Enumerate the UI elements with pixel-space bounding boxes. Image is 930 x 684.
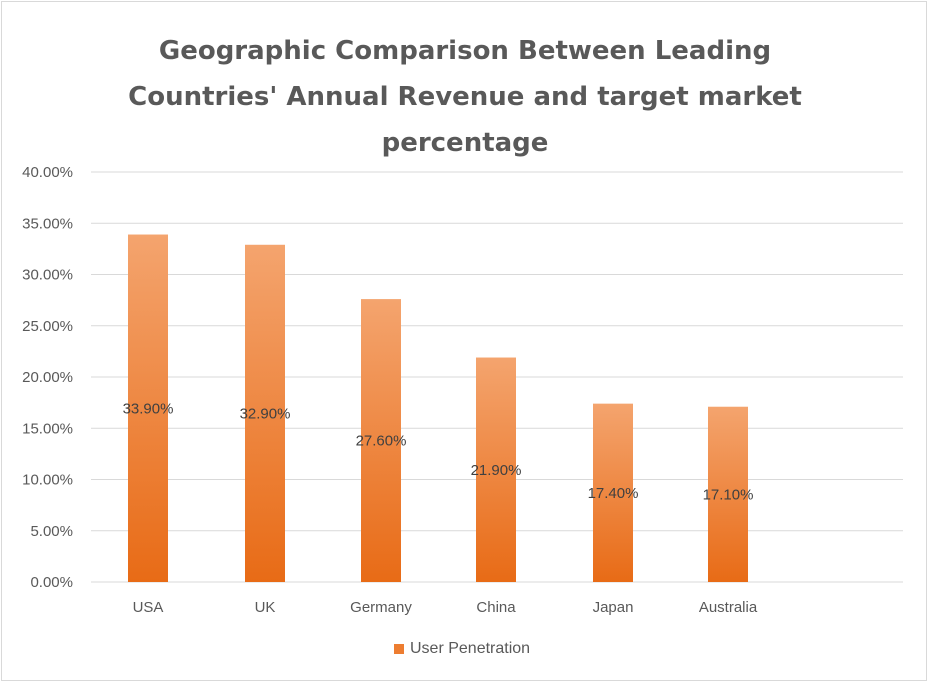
legend: User Penetration: [394, 640, 530, 658]
data-label: 27.60%: [356, 433, 407, 450]
y-tick-label: 30.00%: [22, 267, 73, 284]
data-label: 17.40%: [588, 485, 639, 502]
y-tick-label: 15.00%: [22, 420, 73, 437]
x-category-label: USA: [133, 599, 164, 616]
legend-label: User Penetration: [410, 640, 531, 657]
chart-title-line-1: Geographic Comparison Between Leading: [158, 36, 772, 66]
x-category-label: Germany: [350, 599, 412, 616]
y-tick-label: 20.00%: [22, 369, 73, 386]
x-category-label: Australia: [699, 599, 758, 616]
x-category-label: UK: [255, 599, 276, 616]
data-label: 33.90%: [123, 400, 174, 417]
data-label: 32.90%: [240, 405, 291, 422]
y-tick-label: 0.00%: [30, 574, 73, 591]
y-tick-label: 10.00%: [22, 472, 73, 489]
bar-japan: [593, 403, 633, 582]
x-category-label: China: [476, 599, 516, 616]
chart-title-line-3: percentage: [381, 128, 549, 158]
data-label: 21.90%: [471, 462, 522, 479]
y-tick-label: 35.00%: [22, 215, 73, 232]
y-tick-label: 25.00%: [22, 318, 73, 335]
data-labels: 33.90% 32.90% 27.60% 21.90% 17.40% 17.10%: [123, 400, 754, 503]
y-tick-label: 5.00%: [30, 523, 73, 540]
bars: [128, 234, 748, 582]
data-label: 17.10%: [703, 486, 754, 503]
y-tick-label: 40.00%: [22, 164, 73, 181]
x-category-label: Japan: [593, 599, 634, 616]
bar-uk: [245, 244, 285, 582]
bar-australia: [708, 406, 748, 582]
y-axis-tick-labels: 0.00% 5.00% 10.00% 15.00% 20.00% 25.00% 30.00%…: [22, 164, 73, 591]
chart-title-line-2: Countries' Annual Revenue and target mar…: [128, 82, 802, 112]
bar-usa: [128, 234, 168, 582]
bar-china: [476, 357, 516, 582]
legend-swatch: [394, 644, 404, 654]
x-axis-category-labels: USA UK Germany China Japan Australia: [133, 599, 758, 616]
bar-germany: [361, 299, 401, 582]
chart-title: Geographic Comparison Between Leading Co…: [0, 28, 930, 166]
